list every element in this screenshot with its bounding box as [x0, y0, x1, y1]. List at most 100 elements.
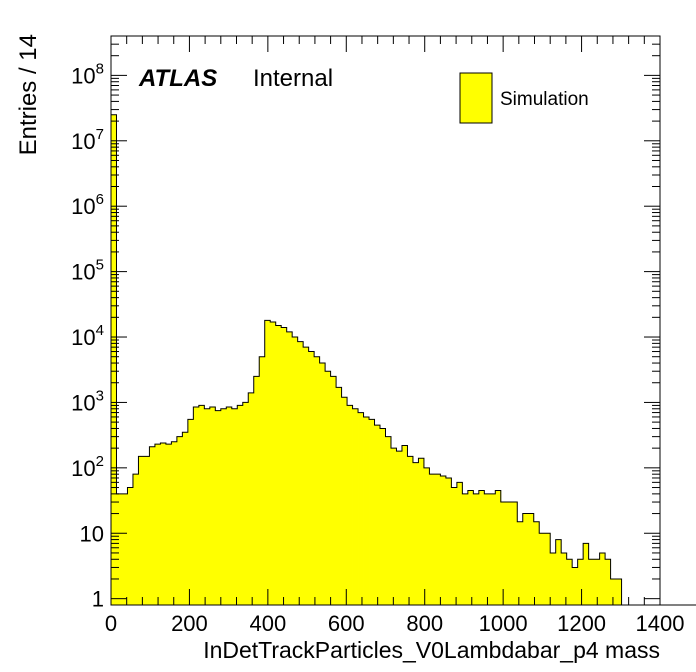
- histogram-bin: [539, 533, 546, 605]
- histogram-bin: [143, 456, 150, 605]
- legend-swatch: [459, 72, 493, 124]
- x-tick-label: 0: [105, 611, 117, 636]
- legend: Simulation: [459, 72, 589, 124]
- histogram-bin: [253, 376, 260, 605]
- y-tick-label: 104: [71, 322, 104, 350]
- histogram-bin: [319, 363, 326, 605]
- histogram-bin: [462, 493, 469, 605]
- x-tick-label: 600: [328, 611, 365, 636]
- histogram-bin: [270, 321, 277, 605]
- histogram-bin: [116, 493, 123, 605]
- histogram-bin: [583, 543, 590, 605]
- histogram-bin: [281, 327, 288, 605]
- histogram-bin: [193, 407, 200, 605]
- histogram-bin: [314, 356, 321, 605]
- histogram-bin: [121, 493, 128, 605]
- histogram-bin: [165, 444, 172, 605]
- y-tick-label: 108: [71, 60, 104, 88]
- histogram-bin: [500, 502, 507, 605]
- histogram-bin: [522, 513, 529, 605]
- histogram-bin: [286, 331, 293, 605]
- histogram-bin: [363, 416, 370, 605]
- histogram-bin: [154, 444, 161, 605]
- histogram-bin: [396, 451, 403, 605]
- histogram-bin: [528, 513, 535, 605]
- histogram-bin: [182, 432, 189, 605]
- histogram-bin: [358, 412, 364, 605]
- histogram-bin: [347, 405, 353, 605]
- histogram-bin: [275, 325, 282, 605]
- histogram-bin: [171, 441, 178, 605]
- histogram-bin: [242, 402, 249, 605]
- histogram-bin: [434, 474, 441, 605]
- histogram-bin: [341, 397, 348, 605]
- histogram-bin: [561, 552, 568, 605]
- atlas-label: ATLAS: [138, 65, 217, 92]
- x-tick-label: 1200: [557, 611, 606, 636]
- histogram-bin: [215, 410, 222, 605]
- x-tick-label: 1400: [636, 611, 685, 636]
- histogram-bin: [533, 521, 540, 605]
- histogram-bin: [478, 490, 485, 605]
- histogram-bin: [352, 408, 359, 605]
- histogram-bin: [132, 474, 139, 605]
- histogram-bin: [489, 493, 496, 605]
- histogram-bin: [418, 458, 425, 605]
- histogram-bin: [303, 347, 310, 605]
- histogram-bin: [467, 490, 474, 605]
- y-tick-labels: 1 10 102 103 104 105 106 107 108: [71, 60, 104, 611]
- histogram-bin: [429, 474, 436, 605]
- histogram-bin: [390, 448, 397, 605]
- histogram-outline: [111, 114, 696, 606]
- histogram-bin: [380, 428, 386, 605]
- histogram-bin: [111, 114, 117, 606]
- histogram-bin: [566, 559, 573, 605]
- histogram-bin: [577, 559, 584, 605]
- histogram-bin: [237, 405, 244, 605]
- histogram-bin: [325, 371, 331, 605]
- histogram-bin: [138, 456, 145, 605]
- histogram-bin: [330, 376, 337, 605]
- histogram-bin: [231, 408, 238, 605]
- histogram-bin: [550, 552, 557, 605]
- histogram-bin: [308, 351, 315, 605]
- histogram-bars: [111, 114, 696, 606]
- histogram-bin: [264, 320, 271, 605]
- histogram-bin: [544, 533, 551, 605]
- histogram-bin: [445, 477, 452, 605]
- histogram-bin: [297, 341, 304, 605]
- x-tick-label: 800: [406, 611, 443, 636]
- histogram-bin: [374, 425, 381, 605]
- histogram-bin: [369, 419, 375, 605]
- histogram-bin: [160, 442, 167, 605]
- x-axis-label: InDetTrackParticles_V0Lambdabar_p4 mass: [203, 637, 660, 663]
- histogram-bin: [423, 467, 430, 605]
- histogram-bin: [292, 337, 299, 605]
- histogram-bin: [401, 445, 408, 605]
- y-tick-label: 102: [71, 453, 104, 481]
- y-tick-label: 103: [71, 387, 104, 415]
- histogram-bin: [248, 392, 255, 605]
- histogram-bin: [198, 405, 205, 605]
- histogram-bin: [506, 502, 513, 605]
- histogram-bin: [610, 578, 617, 605]
- histogram-bin: [511, 502, 518, 605]
- plot-frame: [110, 35, 661, 606]
- histogram-bin: [209, 407, 216, 605]
- histogram-bin: [440, 476, 447, 605]
- histogram-bin: [149, 446, 156, 605]
- histogram-bin: [605, 559, 611, 605]
- histogram-bin: [484, 493, 491, 605]
- y-tick-label: 1: [92, 587, 104, 612]
- histogram-bin: [412, 462, 419, 605]
- histogram-bin: [517, 521, 524, 605]
- legend-label-simulation: Simulation: [500, 89, 589, 110]
- histogram-bin: [473, 493, 480, 605]
- x-tick-labels: 0 200 400 600 800 1000 1200 1400: [105, 611, 685, 636]
- histogram-bin: [495, 490, 502, 605]
- histogram-bin: [407, 456, 414, 605]
- histogram-bin: [555, 539, 562, 605]
- histogram-bin: [127, 487, 134, 605]
- histogram-bin: [176, 436, 183, 605]
